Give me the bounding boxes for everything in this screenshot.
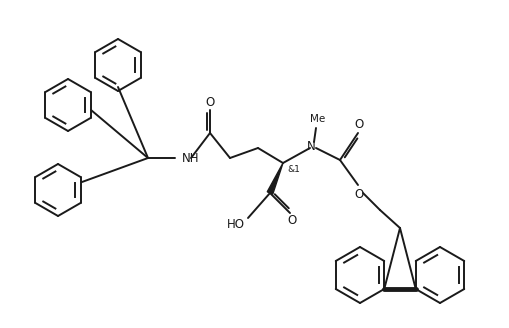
Polygon shape	[267, 163, 283, 194]
Text: O: O	[354, 188, 363, 200]
Text: N: N	[306, 140, 316, 154]
Text: &1: &1	[287, 165, 300, 174]
Text: O: O	[354, 117, 363, 131]
Text: Me: Me	[310, 114, 326, 124]
Text: HO: HO	[227, 218, 245, 232]
Text: NH: NH	[182, 152, 200, 165]
Text: O: O	[288, 215, 297, 228]
Text: O: O	[205, 95, 215, 109]
